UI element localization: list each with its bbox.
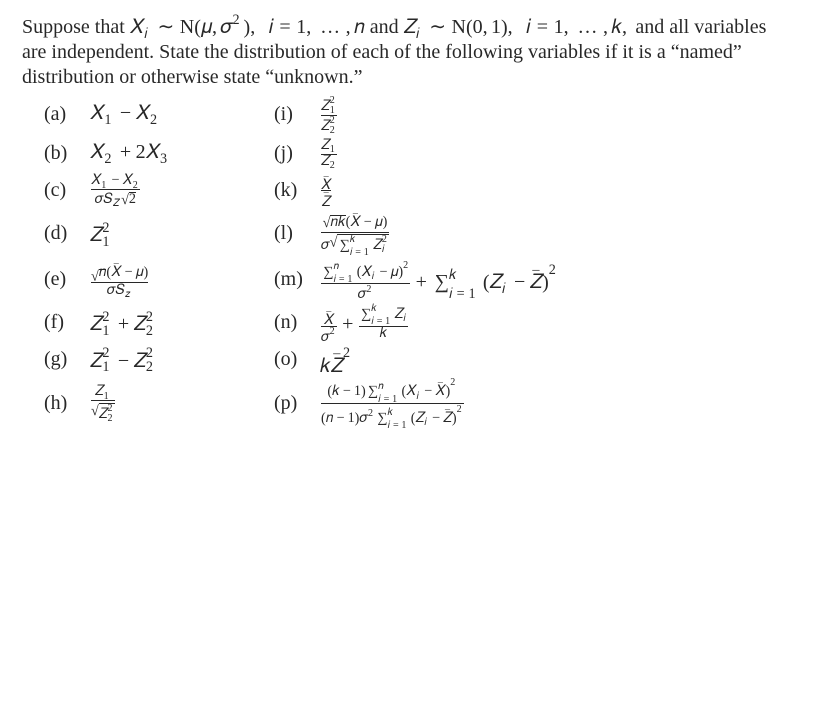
expr-c: X1−X2 σSZ2 [90,174,141,206]
expr-k: X¯ Z¯ [320,175,332,205]
expr-d: Z12 [90,222,113,246]
intro-text-3: distribution or otherwise state “unknown… [22,66,363,88]
label-b: (b) [22,141,90,166]
row-g-o: (g) Z12− Z22 (o) kZ¯2 [22,347,810,372]
label-j: (j) [252,141,320,166]
row-h-p: (h) Z1 Z22 (p) (k−1) ∑i=1n (Xi− X¯)2 (n−… [22,378,810,428]
label-i: (i) [252,102,320,127]
expr-m: ∑i=1n (Xi−μ)2 σ2 + ∑i=1k (Zi− Z¯)2 [320,261,560,298]
label-k: (k) [252,178,320,203]
row-d-l: (d) Z12 (l) nk (X¯−μ) σ ∑i=1k Zi2 [22,212,810,255]
intro-text-1c: and all variables [635,16,766,38]
row-e-m: (e) n (X¯−μ) σSz (m) ∑i=1n (Xi−μ)2 σ2 + … [22,261,810,298]
expr-b: X2+2X3 [90,144,171,163]
row-f-n: (f) Z12+ Z22 (n) X¯ σ2 + ∑i=1k Zi k [22,304,810,340]
expr-j: Z1 Z2 [320,139,338,168]
expr-f: Z12+ Z22 [90,311,157,335]
intro-text-1a: Suppose that [22,16,130,38]
row-b-j: (b) X2+2X3 (j) Z1 Z2 [22,139,810,168]
expr-p: (k−1) ∑i=1n (Xi− X¯)2 (n−1) σ2 ∑i=1k (Zi… [320,378,465,428]
expr-o: kZ¯2 [320,347,354,371]
intro-text-2: are independent. State the distribution … [22,41,742,63]
expr-a: X1−X2 [90,105,161,124]
expr-n: X¯ σ2 + ∑i=1k Zi k [320,304,409,340]
label-l: (l) [252,221,320,246]
label-c: (c) [22,178,90,203]
label-d: (d) [22,221,90,246]
label-n: (n) [252,310,320,335]
expr-l: nk (X¯−μ) σ ∑i=1k Zi2 [320,212,390,255]
label-f: (f) [22,310,90,335]
label-a: (a) [22,102,90,127]
label-g: (g) [22,347,90,372]
intro-math-2: Zi∼ N(0,1), i=1, …,k, [404,19,631,39]
label-e: (e) [22,267,90,292]
intro-text-1b: and [370,16,404,38]
expr-e: n (X¯−μ) σSz [90,263,149,297]
label-h: (h) [22,391,90,416]
expr-i: Z12 Z22 [320,96,338,133]
expr-g: Z12− Z22 [90,347,157,371]
expr-h: Z1 Z22 [90,385,116,420]
row-c-k: (c) X1−X2 σSZ2 (k) X¯ Z¯ [22,174,810,206]
row-a-i: (a) X1−X2 (i) Z12 Z22 [22,96,810,133]
intro-math-1: Xi∼ N(μ, σ2), i=1, …,n [130,14,365,39]
label-m: (m) [252,267,320,292]
problem-intro: Suppose that Xi∼ N(μ, σ2), i=1, …,n and … [22,14,810,90]
label-p: (p) [252,391,320,416]
label-o: (o) [252,347,320,372]
